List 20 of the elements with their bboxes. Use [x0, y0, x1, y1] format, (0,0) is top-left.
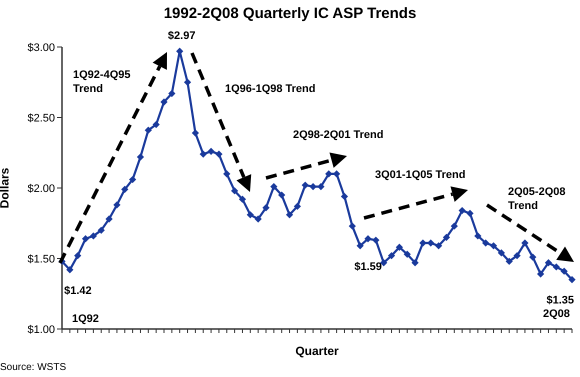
annotation: 1Q92 — [72, 313, 99, 325]
data-label: $2.97 — [168, 30, 196, 42]
source-note: Source: WSTS — [0, 362, 66, 373]
chart-title: 1992-2Q08 Quarterly IC ASP Trends — [164, 5, 416, 22]
y-tick-label: $1.00 — [27, 324, 55, 336]
data-label: $1.42 — [64, 284, 92, 297]
y-tick-label: $1.50 — [27, 253, 55, 266]
x-axis-title: Quarter — [295, 344, 339, 358]
y-tick-label: $3.00 — [27, 42, 55, 54]
annotation: 1Q92-4Q95 Trend — [73, 69, 130, 95]
y-axis-title: Dollars — [0, 167, 12, 208]
annotation: 2Q98-2Q01 Trend — [293, 129, 384, 141]
data-label: $1.35 — [546, 294, 574, 307]
annotation: 2Q05-2Q08 Trend — [508, 186, 566, 212]
data-label: $1.59 — [354, 260, 382, 273]
annotation: 3Q01-1Q05 Trend — [375, 169, 466, 181]
annotation: 1Q96-1Q98 Trend — [225, 83, 316, 95]
y-tick-label: $2.00 — [27, 182, 55, 195]
y-tick-label: $2.50 — [27, 112, 55, 124]
annotation: 2Q08 — [543, 308, 570, 320]
